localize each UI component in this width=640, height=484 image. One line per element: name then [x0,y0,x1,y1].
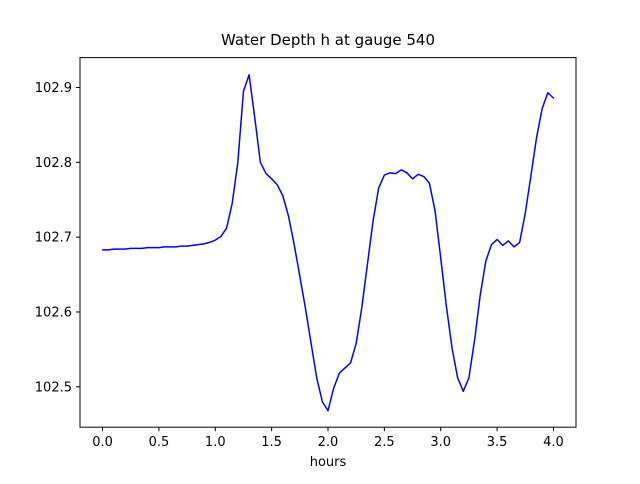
x-axis-label: hours [310,455,347,470]
y-axis-ticks: 102.5 102.6 102.7 102.8 102.9 [35,81,80,395]
x-tick-label: 2.5 [374,435,395,450]
y-tick-label: 102.6 [35,305,72,320]
x-tick-label: 0.0 [92,435,113,450]
y-tick-label: 102.8 [35,156,72,171]
x-tick-label: 2.0 [318,435,339,450]
x-axis-ticks: 0.0 0.5 1.0 1.5 2.0 2.5 3.0 3.5 4.0 [92,427,564,450]
x-tick-label: 0.5 [149,435,170,450]
plot-area: 0.0 0.5 1.0 1.5 2.0 2.5 3.0 3.5 4.0 102.5102.610… [35,57,577,450]
axes-border [79,57,577,428]
y-tick-label: 102.9 [35,81,72,96]
y-tick-label: 102.7 [35,231,72,246]
x-tick-label: 1.0 [205,435,226,450]
x-tick-label: 3.5 [487,435,508,450]
water-depth-line [101,74,555,412]
y-tick-label: 102.5 [35,380,72,395]
x-tick-label: 3.0 [430,435,451,450]
chart-title: Water Depth h at gauge 540 [221,31,435,49]
x-tick-label: 1.5 [261,435,282,450]
x-tick-label: 4.0 [543,435,564,450]
